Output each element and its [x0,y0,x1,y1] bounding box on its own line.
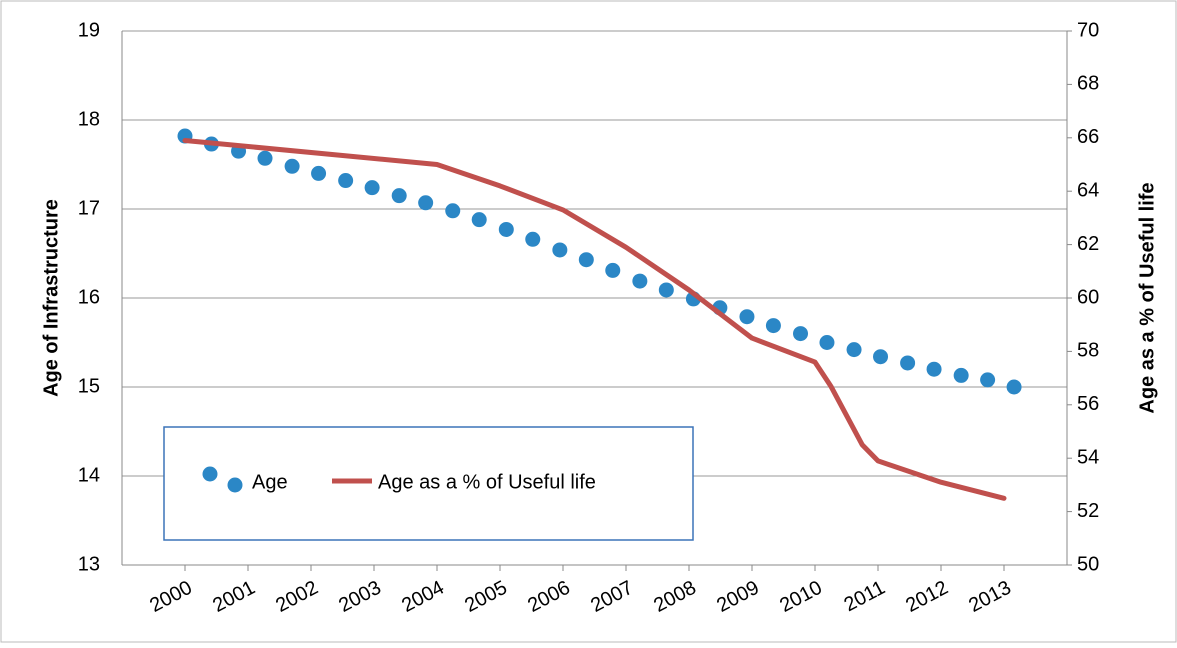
legend-dot [227,477,243,493]
age-dot [445,203,461,219]
age-dot [498,221,514,237]
age-dot [900,355,916,371]
age-dot [819,335,835,350]
y2-tick-label: 66 [1077,126,1099,148]
age-dot [926,361,942,377]
y-tick-label: 16 [78,286,100,308]
y-tick-label: 13 [78,553,100,575]
y2-axis-title: Age as a % of Useful life [1136,182,1158,413]
y2-tick-label: 62 [1077,233,1099,255]
y2-tick-label: 64 [1077,179,1099,201]
legend-label: Age [252,471,288,493]
y-tick-label: 14 [78,464,100,486]
y2-tick-label: 52 [1077,500,1099,522]
age-dot [418,195,434,211]
age-dot [338,173,354,189]
y2-tick-label: 60 [1077,286,1099,308]
y-tick-label: 18 [78,108,100,130]
age-dot [605,262,621,278]
age-dot [578,252,594,268]
y-tick-label: 15 [78,375,100,397]
y-tick-label: 17 [78,197,100,219]
age-dot [471,212,487,228]
age-dot [311,165,327,181]
age-dot [1006,379,1022,395]
legend-box [163,426,694,541]
legend-dot [202,466,218,482]
y2-tick-label: 68 [1077,73,1099,95]
age-dot [846,342,862,358]
y2-tick-label: 54 [1077,446,1099,468]
age-dot [658,282,674,298]
age-dot [525,231,541,247]
age-dot [739,309,755,325]
y2-tick-label: 58 [1077,340,1099,362]
age-dot [873,349,889,365]
age-dot [765,318,781,334]
age-dot [391,188,407,204]
y-axis-title: Age of Infrastructure [40,199,62,397]
age-dot [364,180,380,196]
age-dot [953,367,969,383]
age-dot [284,158,300,174]
age-dot [257,150,273,166]
age-dot [793,326,809,342]
y2-tick-label: 56 [1077,393,1099,415]
age-dot [632,273,648,289]
y2-tick-label: 50 [1077,553,1099,575]
legend-label: Age as a % of Useful life [378,471,596,493]
age-dot [980,372,996,388]
y-tick-label: 19 [78,19,100,41]
age-dot [552,242,568,258]
y2-tick-label: 70 [1077,19,1099,41]
useful-life-line [182,138,1007,501]
